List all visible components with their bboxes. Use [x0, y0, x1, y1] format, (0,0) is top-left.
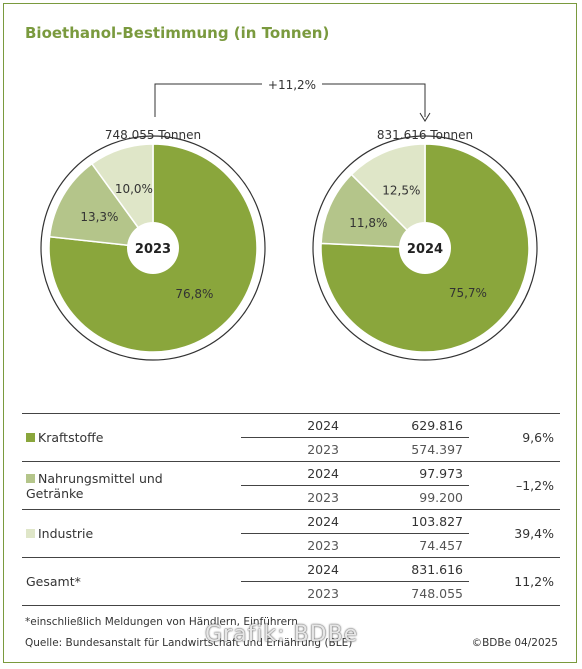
table-row: 2023 99.200 — [22, 485, 560, 510]
year-2024: 2024 — [241, 557, 343, 582]
value-2024: 97.973 — [343, 461, 469, 486]
outer-ring — [312, 135, 538, 361]
year-2024: 2024 — [241, 413, 343, 438]
table-row: Industrie 2024 103.827 39,4% — [22, 509, 560, 558]
change-cell: 9,6% — [469, 413, 560, 462]
category-cell: Nahrungsmittel und Getränke — [22, 461, 241, 510]
pie-year-label: 2023 — [135, 242, 171, 257]
table-row: Nahrungsmittel und Getränke 2024 97.973 –1,2… — [22, 461, 560, 510]
slice-label-industrie: 12,5% — [382, 184, 420, 198]
pie-total-label: 831.616 Tonnen — [377, 128, 473, 142]
change-label: +11,2% — [268, 78, 316, 92]
source-note: Quelle: Bundesanstalt für Landwirtschaft… — [25, 637, 353, 649]
year-2023: 2023 — [241, 533, 343, 558]
legend-swatch — [26, 529, 35, 538]
legend-swatch — [26, 473, 35, 483]
value-2024: 629.816 — [343, 413, 469, 438]
copyright: ©BDBe 04/2025 — [471, 637, 558, 649]
center-hole — [399, 222, 451, 274]
table-row: Kraftstoffe 2024 629.816 9,6% — [22, 413, 560, 462]
slice-nahrungsmittel — [48, 162, 155, 249]
pie-2023: 76,8% 13,3% 10,0% 2023 748.055 Tonnen — [40, 128, 266, 361]
table-row: 2023 74.457 — [22, 533, 560, 558]
table-row: Gesamt* 2024 831.616 11,2% — [22, 557, 560, 606]
change-label-bg — [262, 74, 322, 94]
pie-total-label: 748.055 Tonnen — [105, 128, 201, 142]
pie-charts: +11,2% 76,8% 13,3% 10,0% 2023 748.055 Tonnen… — [40, 74, 538, 361]
value-2024: 831.616 — [343, 557, 469, 582]
year-2024: 2024 — [241, 509, 343, 534]
chart-title: Bioethanol-Bestimmung (in Tonnen) — [25, 24, 330, 42]
category-label: Industrie — [38, 526, 94, 541]
center-hole — [127, 222, 179, 274]
change-cell: –1,2% — [469, 461, 560, 510]
category-cell: Kraftstoffe — [22, 413, 241, 462]
value-2024: 103.827 — [343, 509, 469, 534]
category-label: Kraftstoffe — [38, 430, 104, 445]
category-label: Gesamt* — [26, 574, 81, 589]
slice-industrie — [90, 143, 154, 251]
footnote: *einschließlich Meldungen von Händlern, … — [25, 616, 298, 628]
legend-swatch — [26, 433, 35, 442]
value-2023: 748.055 — [343, 581, 469, 606]
category-cell: Gesamt* — [22, 557, 241, 606]
value-2023: 74.457 — [343, 533, 469, 558]
year-2023: 2023 — [241, 581, 343, 606]
slice-label-nahrungsmittel: 11,8% — [349, 216, 387, 230]
category-label-line2: Getränke — [26, 485, 84, 501]
table-row: 2023 748.055 — [22, 581, 560, 606]
category-label: Nahrungsmittel und — [38, 470, 163, 486]
year-2023: 2023 — [241, 437, 343, 462]
value-2023: 99.200 — [343, 485, 469, 510]
change-arrowhead — [419, 112, 431, 122]
value-2023: 574.397 — [343, 437, 469, 462]
slice-label-kraftstoffe: 76,8% — [175, 287, 213, 301]
slice-label-industrie: 10,0% — [115, 182, 153, 196]
slice-nahrungsmittel — [320, 173, 427, 249]
slice-label-kraftstoffe: 75,7% — [449, 286, 487, 300]
year-2023: 2023 — [241, 485, 343, 510]
watermark: Grafik: BDBe — [205, 622, 359, 647]
pie-year-label: 2024 — [407, 242, 443, 257]
category-cell: Industrie — [22, 509, 241, 558]
year-2024: 2024 — [241, 461, 343, 486]
change-cell: 39,4% — [469, 509, 560, 558]
change-cell: 11,2% — [469, 557, 560, 606]
data-table: Kraftstoffe 2024 629.816 9,6% 2023 574.397 Nah… — [22, 413, 560, 606]
slice-industrie — [350, 143, 426, 250]
chart-frame — [3, 3, 577, 663]
outer-ring — [40, 135, 266, 361]
table-row: 2023 574.397 — [22, 437, 560, 462]
slice-label-nahrungsmittel: 13,3% — [80, 210, 118, 224]
pie-2024: 75,7% 11,8% 12,5% 2024 831.616 Tonnen — [312, 128, 538, 361]
